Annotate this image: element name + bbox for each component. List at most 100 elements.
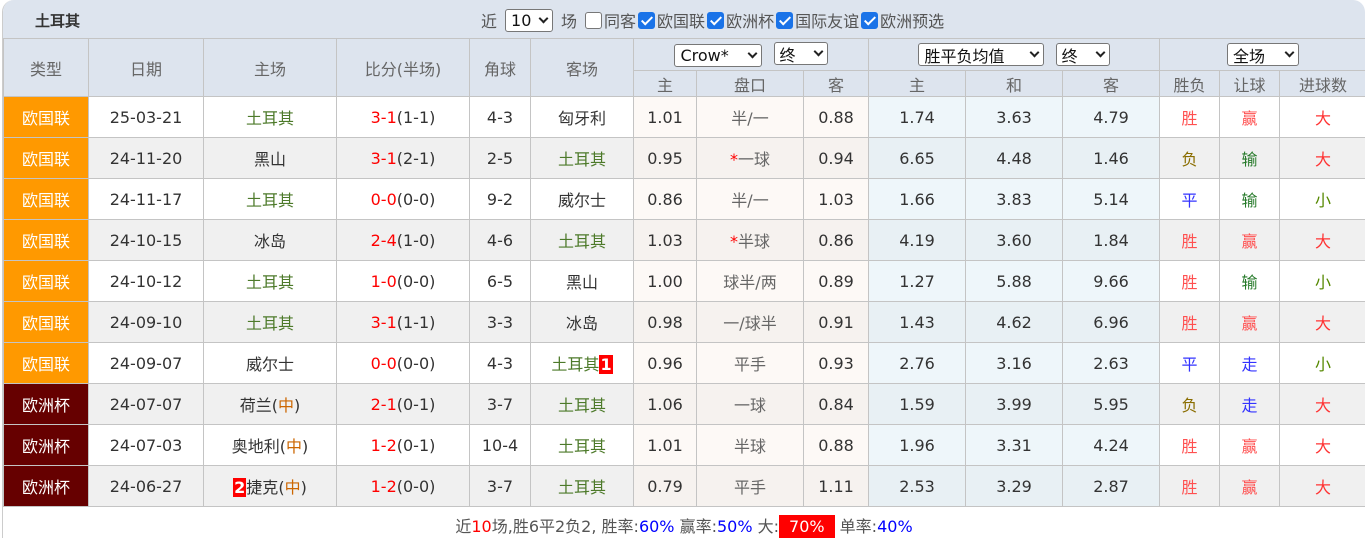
filter-checkbox[interactable] <box>861 12 878 29</box>
score[interactable]: 0-0(0-0) <box>337 179 470 220</box>
home-team[interactable]: 冰岛 <box>204 220 337 261</box>
away-team[interactable]: 土耳其1 <box>531 343 634 384</box>
ah-home-odds: 0.96 <box>634 343 697 384</box>
home-team[interactable]: 土耳其 <box>204 179 337 220</box>
corners: 10-4 <box>470 425 531 466</box>
home-team[interactable]: 奥地利(中) <box>204 425 337 466</box>
score[interactable]: 1-0(0-0) <box>337 261 470 302</box>
handicap-result: 走 <box>1220 384 1280 425</box>
chevron-down-icon <box>539 13 549 23</box>
away-team-name: 黑山 <box>566 273 598 292</box>
filter-checkbox[interactable] <box>585 12 602 29</box>
away-team[interactable]: 黑山 <box>531 261 634 302</box>
half-time-score: (0-0) <box>397 272 436 291</box>
result-header: 全场 <box>1160 39 1365 71</box>
half-time-score: (0-1) <box>397 436 436 455</box>
handicap-result: 走 <box>1220 343 1280 384</box>
col-date: 日期 <box>89 39 204 97</box>
home-team[interactable]: 黑山 <box>204 138 337 179</box>
half-time-score: (0-0) <box>397 190 436 209</box>
filter-4[interactable]: 欧洲预选 <box>859 8 944 32</box>
corners: 4-3 <box>470 343 531 384</box>
away-team[interactable]: 威尔士 <box>531 179 634 220</box>
match-type: 欧洲杯 <box>4 425 89 466</box>
filter-checkbox[interactable] <box>638 12 655 29</box>
filter-bar: 近 10 场 同客欧国联欧洲杯国际友谊欧洲预选 <box>481 8 944 32</box>
match-count-value: 10 <box>511 11 531 30</box>
filter-3[interactable]: 国际友谊 <box>774 8 859 32</box>
away-team[interactable]: 匈牙利 <box>531 97 634 138</box>
home-team[interactable]: 土耳其 <box>204 261 337 302</box>
score[interactable]: 1-2(0-0) <box>337 466 470 507</box>
corners: 4-3 <box>470 97 531 138</box>
match-date: 25-03-21 <box>89 97 204 138</box>
col-ah-home: 主 <box>634 71 697 97</box>
home-team-name: 土耳其 <box>246 191 294 210</box>
score[interactable]: 3-1(2-1) <box>337 138 470 179</box>
eu-away-odds: 9.66 <box>1063 261 1160 302</box>
away-team[interactable]: 土耳其 <box>531 384 634 425</box>
away-team-name: 土耳其 <box>558 232 606 251</box>
match-date: 24-07-07 <box>89 384 204 425</box>
filter-checkbox[interactable] <box>776 12 793 29</box>
filter-0[interactable]: 同客 <box>583 8 636 32</box>
ah-away-odds: 1.03 <box>804 179 869 220</box>
away-team[interactable]: 土耳其 <box>531 138 634 179</box>
half-time-score: (0-1) <box>397 395 436 414</box>
match-type: 欧国联 <box>4 179 89 220</box>
euro-time-select[interactable]: 终 <box>1056 43 1110 66</box>
home-team[interactable]: 土耳其 <box>204 97 337 138</box>
match-result: 负 <box>1160 384 1220 425</box>
away-rank-badge: 1 <box>599 355 612 374</box>
match-type: 欧国联 <box>4 261 89 302</box>
summary-text: 大: <box>753 517 779 536</box>
score[interactable]: 2-4(1-0) <box>337 220 470 261</box>
home-team[interactable]: 2捷克(中) <box>204 466 337 507</box>
filter-label: 国际友谊 <box>795 8 859 32</box>
summary-text: 近 <box>455 517 471 536</box>
cover-rate: 50% <box>717 517 753 536</box>
home-team[interactable]: 荷兰(中) <box>204 384 337 425</box>
eu-draw-odds: 3.99 <box>966 384 1063 425</box>
filter-2[interactable]: 欧洲杯 <box>705 8 774 32</box>
match-type: 欧国联 <box>4 220 89 261</box>
match-type: 欧国联 <box>4 302 89 343</box>
euro-odds-select[interactable]: 胜平负均值 <box>918 43 1044 66</box>
corners: 9-2 <box>470 179 531 220</box>
filter-checkbox[interactable] <box>707 12 724 29</box>
full-time-score: 3-1 <box>371 108 397 127</box>
away-team[interactable]: 土耳其 <box>531 220 634 261</box>
match-count-select[interactable]: 10 <box>505 9 553 32</box>
handicap-result: 赢 <box>1220 97 1280 138</box>
ah-line: 一/球半 <box>697 302 804 343</box>
home-team[interactable]: 土耳其 <box>204 302 337 343</box>
score[interactable]: 0-0(0-0) <box>337 343 470 384</box>
away-team[interactable]: 土耳其 <box>531 466 634 507</box>
score[interactable]: 3-1(1-1) <box>337 97 470 138</box>
home-team[interactable]: 威尔士 <box>204 343 337 384</box>
home-team-name: 黑山 <box>254 150 286 169</box>
filter-1[interactable]: 欧国联 <box>636 8 705 32</box>
col-eu-away: 客 <box>1063 71 1160 97</box>
home-team-name: 土耳其 <box>246 273 294 292</box>
euro-odds-value: 胜平负均值 <box>924 43 1004 67</box>
chevron-down-icon <box>813 47 823 57</box>
away-team[interactable]: 土耳其 <box>531 425 634 466</box>
summary-text: 赢率: <box>675 517 717 536</box>
ah-home-odds: 0.95 <box>634 138 697 179</box>
ah-line: 半/一 <box>697 179 804 220</box>
scope-select[interactable]: 全场 <box>1227 43 1299 66</box>
odds-time-select[interactable]: 终 <box>774 42 828 65</box>
eu-home-odds: 2.53 <box>869 466 966 507</box>
eu-draw-odds: 3.29 <box>966 466 1063 507</box>
ah-home-odds: 0.98 <box>634 302 697 343</box>
win-rate: 60% <box>639 517 675 536</box>
score[interactable]: 3-1(1-1) <box>337 302 470 343</box>
company-select[interactable]: Crow* <box>674 44 762 67</box>
score[interactable]: 2-1(0-1) <box>337 384 470 425</box>
match-date: 24-11-17 <box>89 179 204 220</box>
home-team-name: 捷克 <box>246 478 278 497</box>
away-team[interactable]: 冰岛 <box>531 302 634 343</box>
goals-result: 大 <box>1280 302 1365 343</box>
score[interactable]: 1-2(0-1) <box>337 425 470 466</box>
